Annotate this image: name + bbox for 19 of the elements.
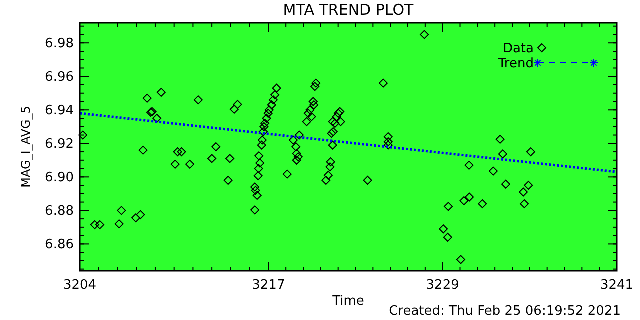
text: Created: Thu Feb 25 06:19:52 2021 (389, 304, 621, 319)
x-axis-title: Time (332, 294, 364, 309)
chart-title: MTA TREND PLOT (283, 1, 415, 19)
y-tick-label: 6.90 (45, 170, 74, 186)
legend-label: Trend (497, 56, 534, 72)
y-tick-label: 6.94 (45, 104, 74, 119)
x-tick-label: 3217 (252, 278, 286, 293)
legend-label: Data (502, 42, 534, 57)
x-tick-label: 3229 (426, 278, 460, 293)
y-tick-label: 6.86 (45, 238, 74, 253)
y-tick-label: 6.96 (45, 70, 74, 86)
legend-entry: Trend (498, 56, 598, 72)
x-tick-label: 3204 (63, 278, 97, 293)
x-tick-label: 3241 (600, 278, 634, 293)
y-axis-title: MAG_I_AVG_5 (19, 106, 33, 188)
y-tick-label: 6.88 (45, 204, 74, 220)
legend-entry: Data (502, 42, 547, 57)
y-tick-label: 6.92 (45, 137, 74, 152)
y-tick-label: 6.98 (45, 36, 74, 52)
